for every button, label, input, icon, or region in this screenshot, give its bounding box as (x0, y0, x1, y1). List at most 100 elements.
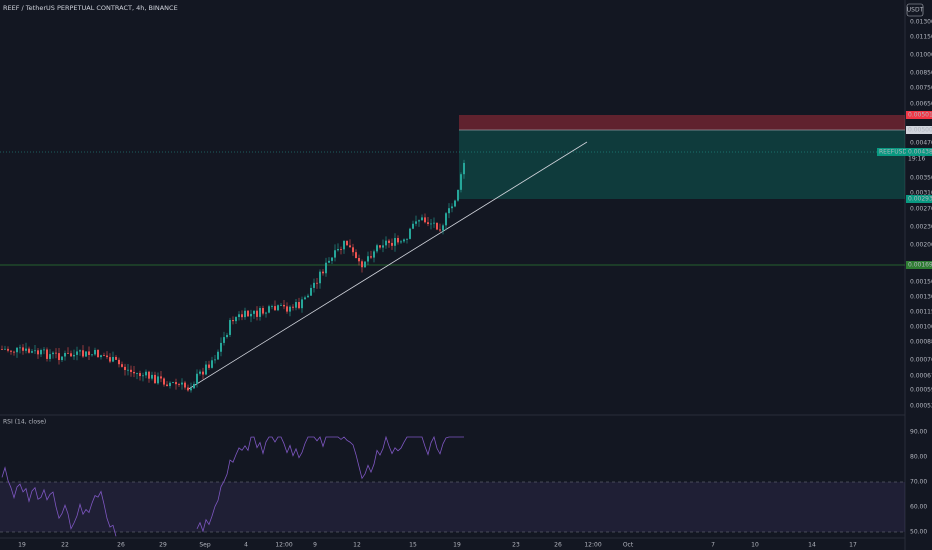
candle-body (106, 355, 108, 358)
price-badge-text: 0.002931 (908, 196, 932, 203)
time-label: Oct (623, 542, 634, 549)
candle-body (88, 351, 90, 355)
price-label: 0.000670 (910, 373, 932, 380)
candle-body (40, 350, 42, 355)
candle-body (127, 369, 129, 371)
symbol-title: REEF / TetherUS PERPETUAL CONTRACT, 4h, … (3, 4, 178, 12)
candle-body (370, 256, 372, 258)
candle-body (199, 371, 201, 374)
price-label: 0.007500 (910, 85, 932, 92)
time-label: 29 (159, 542, 167, 549)
time-label: 7 (711, 542, 715, 549)
candle-body (220, 342, 222, 352)
candle-body (49, 354, 51, 359)
candle-body (73, 354, 75, 357)
candle-body (16, 347, 18, 353)
time-label: 26 (117, 542, 125, 549)
candle-body (154, 374, 156, 384)
candle-body (343, 240, 345, 250)
time-label: 12:00 (275, 542, 292, 549)
target-zone[interactable] (459, 130, 905, 199)
candle-body (286, 306, 288, 312)
currency-button[interactable] (906, 3, 924, 17)
candle-body (124, 366, 126, 371)
candle-body (142, 375, 144, 377)
candle-body (58, 353, 60, 361)
candle-body (385, 240, 387, 246)
candle-body (13, 351, 15, 353)
price-label: 0.001150 (910, 309, 932, 316)
rsi-line (1, 435, 464, 537)
time-label: 19 (18, 542, 26, 549)
candle-body (397, 237, 399, 243)
candle-body (112, 356, 114, 362)
trend-line[interactable] (186, 141, 588, 391)
candle-body (313, 282, 315, 288)
candle-body (163, 378, 165, 385)
candle-body (454, 200, 456, 207)
candle-body (85, 351, 87, 357)
rsi-label: 80.00 (910, 454, 927, 461)
candle-body (439, 229, 441, 231)
time-label: 4 (244, 542, 248, 549)
candle-body (316, 282, 318, 284)
candle-body (139, 373, 141, 377)
candle-body (400, 241, 402, 243)
time-label: 15 (409, 542, 417, 549)
candle-body (256, 310, 258, 317)
candle-body (325, 262, 327, 274)
price-label: 0.006500 (910, 101, 932, 108)
candle-body (436, 222, 438, 230)
price-label: 0.001500 (910, 279, 932, 286)
candle-body (76, 351, 78, 355)
candle-body (310, 287, 312, 296)
candle-body (82, 350, 84, 357)
price-label: 0.000590 (910, 387, 932, 394)
candle-body (355, 252, 357, 258)
candle-body (145, 371, 147, 376)
rsi-title: RSI (14, close) (3, 419, 46, 426)
candle-body (10, 350, 12, 352)
candle-body (382, 245, 384, 248)
candle-body (448, 208, 450, 214)
time-label: 9 (313, 542, 317, 549)
candle-body (259, 308, 261, 317)
candle-body (388, 240, 390, 243)
price-badge (906, 195, 932, 203)
candle-body (373, 251, 375, 258)
candle-body (277, 305, 279, 311)
price-label: 0.001000 (910, 324, 932, 331)
candle-body (292, 306, 294, 308)
candle-body (289, 306, 291, 312)
candle-body (328, 260, 330, 263)
candle-body (25, 348, 27, 351)
candle-body (178, 384, 180, 385)
candle-body (202, 371, 204, 375)
stop-zone[interactable] (459, 115, 905, 130)
price-badge-text: 0.005000 (908, 127, 932, 134)
time-label: 17 (849, 542, 857, 549)
candle-body (349, 245, 351, 248)
candle-body (34, 350, 36, 352)
candle-body (232, 320, 234, 322)
currency[interactable]: USDT (907, 7, 924, 14)
price-badge-text: 0.001697 (908, 262, 932, 269)
candle-body (379, 245, 381, 248)
candle-body (94, 349, 96, 355)
candle-body (4, 348, 6, 350)
candle-body (166, 384, 168, 387)
candle-body (457, 189, 459, 201)
candle-body (298, 302, 300, 309)
candle-body (61, 356, 63, 361)
price-label: 0.000760 (910, 357, 932, 364)
candle-body (121, 364, 123, 367)
price-label: 0.003500 (910, 175, 932, 182)
candle-body (406, 238, 408, 240)
candle-body (415, 221, 417, 224)
candle-body (262, 308, 264, 314)
candle-body (244, 310, 246, 318)
candle-body (361, 261, 363, 268)
price-label: 0.010000 (910, 52, 932, 59)
candle-body (250, 313, 252, 317)
